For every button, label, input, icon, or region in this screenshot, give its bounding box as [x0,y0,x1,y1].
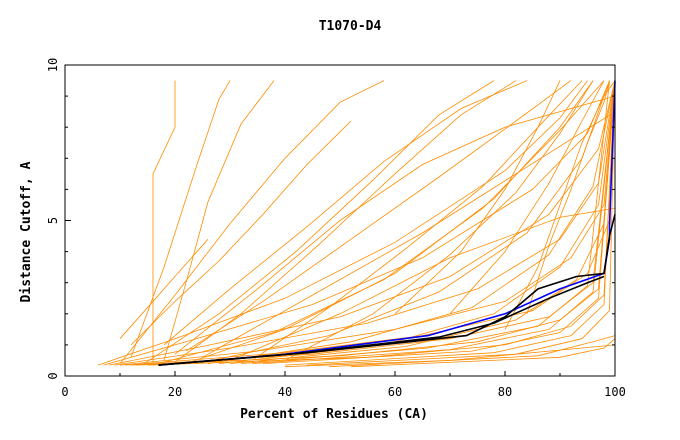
x-tick-label: 40 [278,385,292,399]
model-series-line [185,80,572,352]
model-series-line [262,80,616,364]
x-tick-label: 80 [498,385,512,399]
y-tick-label: 0 [46,372,60,379]
model-series-line [119,80,385,364]
model-series-line [284,80,594,361]
model-series-line [152,80,176,364]
model-series-line [130,80,616,366]
model-series-line [229,207,616,361]
series-layer [97,80,616,368]
model-series-line [108,80,616,366]
model-series-line [185,80,594,364]
x-tick-label: 100 [604,385,626,399]
model-series-line [163,80,275,361]
model-series-line [103,80,610,366]
x-tick-label: 0 [61,385,68,399]
model-series-line [119,80,616,366]
model-series-line [449,80,605,315]
y-tick-label: 10 [46,58,60,72]
y-axis-label: Distance Cutoff, A [19,161,34,302]
model-series-line [306,80,616,366]
model-series-line [251,80,583,361]
model-series-line [202,111,616,358]
model-series-line [97,80,588,366]
model-series-line [526,80,610,314]
model-series-line [174,95,616,355]
model-series-line [394,80,561,315]
model-series-line [119,238,209,339]
model-series-line [350,338,616,368]
y-tick-label: 5 [46,217,60,224]
model-series-line [251,80,616,364]
highlight-series-line [158,275,605,366]
model-series-line [136,80,616,366]
model-series-line [163,80,528,346]
model-series-line [284,80,616,366]
x-tick-label: 20 [168,385,182,399]
model-series-line [130,120,352,346]
reference-series-line [158,80,616,366]
x-tick-label: 60 [388,385,402,399]
model-series-line [130,80,231,358]
model-series-line [207,80,616,364]
model-series-line [284,344,616,368]
model-series-line [141,80,495,366]
x-axis-label: Percent of Residues (CA) [240,407,428,422]
model-series-line [152,80,605,366]
ticks-layer: 0 20 40 60 80 100 0 5 10 [46,58,626,399]
model-series-line [229,80,616,364]
model-series-line [240,80,610,364]
chart-title: T1070-D4 [319,19,382,34]
